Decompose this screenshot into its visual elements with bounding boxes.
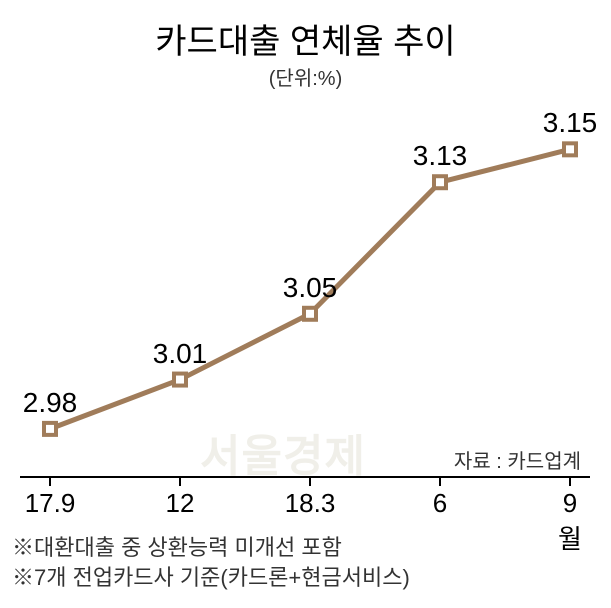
data-label: 3.15 xyxy=(543,107,598,139)
chart-subtitle: (단위:%) xyxy=(0,62,611,91)
x-tick xyxy=(179,476,181,486)
footnote: ※7개 전업카드사 기준(카드론+현금서비스) xyxy=(12,560,410,592)
x-axis-label: 12 xyxy=(166,488,195,519)
x-axis-label: 9월 xyxy=(558,488,582,556)
data-label: 3.05 xyxy=(283,272,338,304)
data-marker xyxy=(174,374,186,386)
footnote: ※대환대출 중 상환능력 미개선 포함 xyxy=(12,530,342,562)
x-tick xyxy=(569,476,571,486)
plot-area: 2.983.013.053.133.1517.91218.369월 xyxy=(40,100,580,470)
data-marker xyxy=(564,143,576,155)
data-marker xyxy=(44,423,56,435)
chart-root: 카드대출 연체율 추이 (단위:%) 서울경제 2.983.013.053.13… xyxy=(0,0,611,608)
x-axis-label: 18.3 xyxy=(285,488,336,519)
x-axis-label: 17.9 xyxy=(25,488,76,519)
chart-title: 카드대출 연체율 추이 xyxy=(0,14,611,63)
data-marker xyxy=(434,176,446,188)
x-tick xyxy=(309,476,311,486)
x-tick xyxy=(49,476,51,486)
data-label: 3.13 xyxy=(413,140,468,172)
data-label: 2.98 xyxy=(23,387,78,419)
data-marker xyxy=(304,308,316,320)
source-label: 자료 : 카드업계 xyxy=(454,445,581,474)
x-axis-label: 6 xyxy=(433,488,447,519)
x-tick xyxy=(439,476,441,486)
data-label: 3.01 xyxy=(153,338,208,370)
x-axis-line xyxy=(20,476,590,478)
